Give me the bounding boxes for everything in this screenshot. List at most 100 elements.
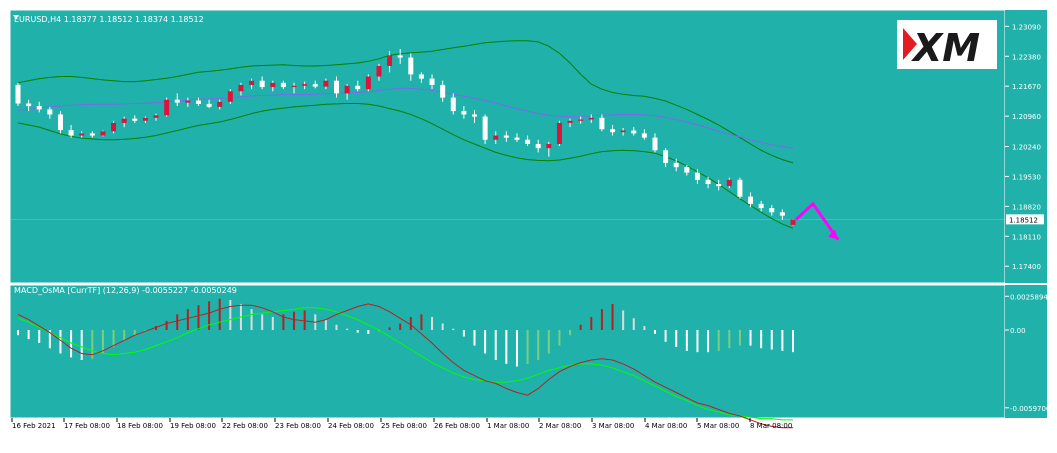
osma-bar [505,330,508,364]
candle-body [36,106,42,110]
candle-body [641,133,647,138]
candle-body [164,99,170,116]
candle-body [408,57,414,75]
osma-bar [579,324,582,330]
signal-line [17,307,793,421]
osma-bar [165,320,168,330]
candle-body [185,100,191,103]
osma-bar [261,314,264,330]
candle-body [472,114,478,117]
price-panel-background[interactable] [9,9,1006,284]
candlesticks [15,49,796,226]
candle-body [57,114,63,131]
osma-bar [473,330,476,346]
candle-body [68,130,74,136]
osma-bar [335,324,338,330]
candle-body [217,101,223,107]
current-price-box [1006,214,1044,225]
time-tick-label: 25 Feb 08:00 [381,422,427,430]
candle-body [323,80,329,87]
candle-body [333,80,339,94]
osma-bar [760,330,763,349]
time-tick-label: 8 Mar 08:00 [750,422,792,430]
candle-body [450,97,456,112]
price-axis-area[interactable] [1005,10,1047,283]
xm-logo: XM [897,20,997,70]
osma-bar [123,330,126,341]
osma-bar [218,298,221,330]
osma-bar [664,330,667,342]
candle-body [280,82,286,88]
osma-bar [632,318,635,330]
time-tick-label: 16 Feb 2021 [12,422,56,430]
candle-body [663,150,669,163]
candle-body [387,55,393,66]
current-price-label: 1.18512 [1009,216,1038,224]
candle-body [726,179,732,187]
candle-body [15,84,21,104]
candle-body [694,172,700,180]
osma-bar [70,330,73,358]
time-tick-label: 1 Mar 08:00 [487,422,529,430]
price-tick-label: 1.21670 [1012,83,1041,91]
macd-axis-area[interactable] [1005,285,1047,418]
moving-average-line [17,87,794,149]
osma-bar [282,314,285,330]
osma-bar [303,310,306,330]
macd-indicator-title: MACD_OsMA [CurrTF] (12,26,9) -0.0055227 … [14,286,237,295]
bollinger-upper-line [17,40,794,164]
osma-bar [186,309,189,330]
candle-body [121,118,127,123]
candle-body [355,85,361,90]
candle-body [249,80,255,85]
time-tick-label: 17 Feb 08:00 [64,422,110,430]
price-tick-label: 1.17400 [1012,263,1041,271]
macd-panel-background[interactable] [9,284,1006,419]
candle-body [567,120,573,123]
osma-bar [707,330,710,353]
price-tick-label: 1.23090 [1012,23,1041,31]
candle-body [47,109,53,115]
chevron-down-icon[interactable] [13,15,19,19]
osma-bar [696,330,699,353]
candle-body [705,179,711,185]
osma-bar [133,330,136,336]
osma-bar [452,328,455,330]
candle-body [142,117,148,121]
osma-bar [462,330,465,337]
candle-body [344,85,350,94]
candle-body [111,122,117,132]
osma-bar [101,330,104,354]
time-tick-label: 5 Mar 08:00 [697,422,739,430]
osma-bar [431,316,434,330]
osma-bar [441,323,444,330]
time-tick-label: 22 Feb 08:00 [222,422,268,430]
candle-body [514,137,520,140]
candle-body [482,116,488,140]
osma-bar [155,326,158,330]
candle-body [132,118,138,121]
candle-body [227,91,233,102]
candle-body [588,117,594,120]
osma-bar [675,330,678,347]
osma-bar [494,330,497,360]
osma-bar [622,310,625,330]
candle-body [610,129,616,133]
price-tick-label: 1.18820 [1012,203,1041,211]
osma-bar [144,330,147,332]
osma-bar [643,326,646,330]
forecast-arrow [794,201,840,241]
candle-body [206,103,212,107]
candle-body [716,184,722,187]
time-tick-label: 23 Feb 08:00 [275,422,321,430]
time-tick-label: 3 Mar 08:00 [592,422,634,430]
osma-bar [38,330,41,344]
candle-body [620,130,626,133]
macd-axis-ticks: 0.0025894 0.00 -0.0059706 [1005,293,1051,413]
candle-body [397,55,403,58]
osma-bar [728,330,731,349]
candle-body [790,219,796,225]
osma-bar [356,330,359,333]
